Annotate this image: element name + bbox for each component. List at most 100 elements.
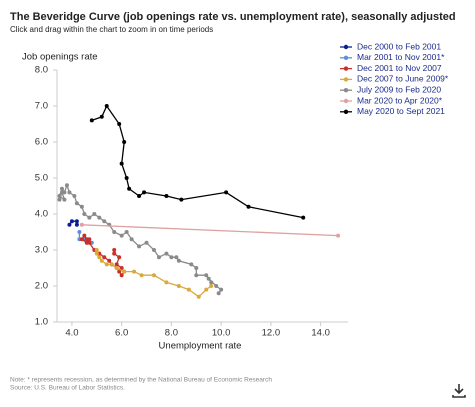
series	[79, 222, 341, 238]
data-point	[176, 258, 181, 263]
data-point	[97, 255, 102, 260]
data-point	[57, 194, 62, 198]
data-point	[64, 183, 69, 188]
y-tick-label: 5.0	[35, 173, 48, 184]
x-tick-label: 14.0	[311, 328, 330, 339]
legend-label: May 2020 to Sept 2021	[357, 106, 445, 116]
data-point	[87, 237, 92, 242]
data-point	[179, 197, 184, 202]
data-point	[67, 190, 72, 195]
data-point	[87, 215, 92, 220]
data-point	[79, 222, 84, 227]
data-point	[94, 248, 99, 252]
data-point	[67, 222, 72, 227]
x-tick-label: 4.0	[65, 328, 78, 339]
legend-label: Dec 2001 to Nov 2007	[357, 63, 442, 73]
y-tick-label: 2.0	[35, 281, 48, 292]
y-tick-label: 3.0	[35, 245, 48, 256]
data-point	[77, 230, 82, 234]
data-point	[224, 190, 229, 195]
data-point	[164, 280, 169, 285]
y-tick-label: 6.0	[35, 137, 48, 148]
data-point	[132, 269, 137, 274]
data-point	[62, 197, 67, 202]
data-point	[176, 284, 181, 288]
data-point	[209, 284, 214, 288]
y-tick-label: 1.0	[35, 317, 48, 328]
data-point	[102, 255, 107, 260]
series	[79, 233, 127, 278]
data-point	[104, 262, 109, 267]
data-point	[137, 194, 142, 198]
data-point	[117, 269, 122, 274]
data-point	[112, 251, 117, 256]
legend-swatch	[343, 55, 349, 60]
x-axis-label: Unemployment rate	[159, 341, 242, 352]
legend-swatch	[343, 77, 349, 82]
data-point	[119, 233, 124, 238]
data-point	[99, 258, 104, 263]
data-point	[129, 237, 134, 242]
legend-swatch	[343, 109, 349, 115]
y-axis-label: Job openings rate	[22, 52, 98, 63]
data-point	[114, 266, 119, 270]
data-point	[194, 273, 199, 278]
data-point	[89, 118, 94, 123]
data-point	[104, 104, 109, 108]
data-point	[124, 230, 129, 234]
data-point	[127, 186, 132, 191]
data-point	[196, 294, 201, 299]
data-point	[174, 255, 179, 260]
data-point	[99, 114, 104, 119]
data-point	[79, 237, 84, 242]
data-point	[246, 204, 251, 209]
chart-subtitle: Click and drag within the chart to zoom …	[10, 25, 213, 34]
series	[67, 219, 79, 227]
data-point	[144, 240, 149, 245]
note: Note: * represents recession, as determi…	[10, 377, 272, 384]
data-point	[186, 287, 191, 292]
legend-label: Dec 2007 to June 2009*	[357, 74, 449, 84]
data-point	[74, 222, 79, 227]
data-point	[336, 233, 341, 238]
source: Source: U.S. Bureau of Labor Statistics.	[10, 385, 125, 392]
series	[94, 248, 214, 299]
data-point	[209, 280, 214, 285]
legend-swatch	[343, 44, 349, 50]
data-point	[194, 266, 199, 270]
y-tick-label: 7.0	[35, 101, 48, 112]
data-point	[169, 255, 174, 260]
data-point	[59, 190, 64, 195]
legend-label: July 2009 to Feb 2020	[357, 84, 441, 94]
data-point	[156, 255, 161, 260]
download-icon[interactable]	[452, 384, 466, 398]
data-point	[122, 140, 127, 144]
data-point	[119, 266, 124, 270]
data-point	[112, 248, 117, 252]
data-point	[84, 240, 89, 245]
data-point	[92, 212, 97, 216]
data-point	[189, 262, 194, 267]
data-point	[139, 273, 144, 278]
data-point	[69, 219, 74, 224]
download-button[interactable]	[452, 384, 466, 398]
data-point	[117, 122, 122, 126]
data-point	[94, 251, 99, 256]
data-point	[142, 190, 147, 195]
data-point	[97, 215, 102, 220]
data-point	[204, 273, 209, 278]
series	[57, 183, 224, 296]
data-point	[164, 251, 169, 256]
data-point	[152, 273, 156, 278]
data-point	[82, 233, 87, 238]
data-point	[301, 215, 306, 220]
legend-label: Mar 2020 to Apr 2020*	[357, 95, 443, 105]
chart-title: The Beveridge Curve (job openings rate v…	[10, 11, 456, 23]
y-tick-label: 8.0	[35, 65, 48, 76]
data-point	[119, 273, 124, 278]
legend-label: Mar 2001 to Nov 2001*	[357, 52, 445, 62]
data-point	[214, 284, 219, 288]
